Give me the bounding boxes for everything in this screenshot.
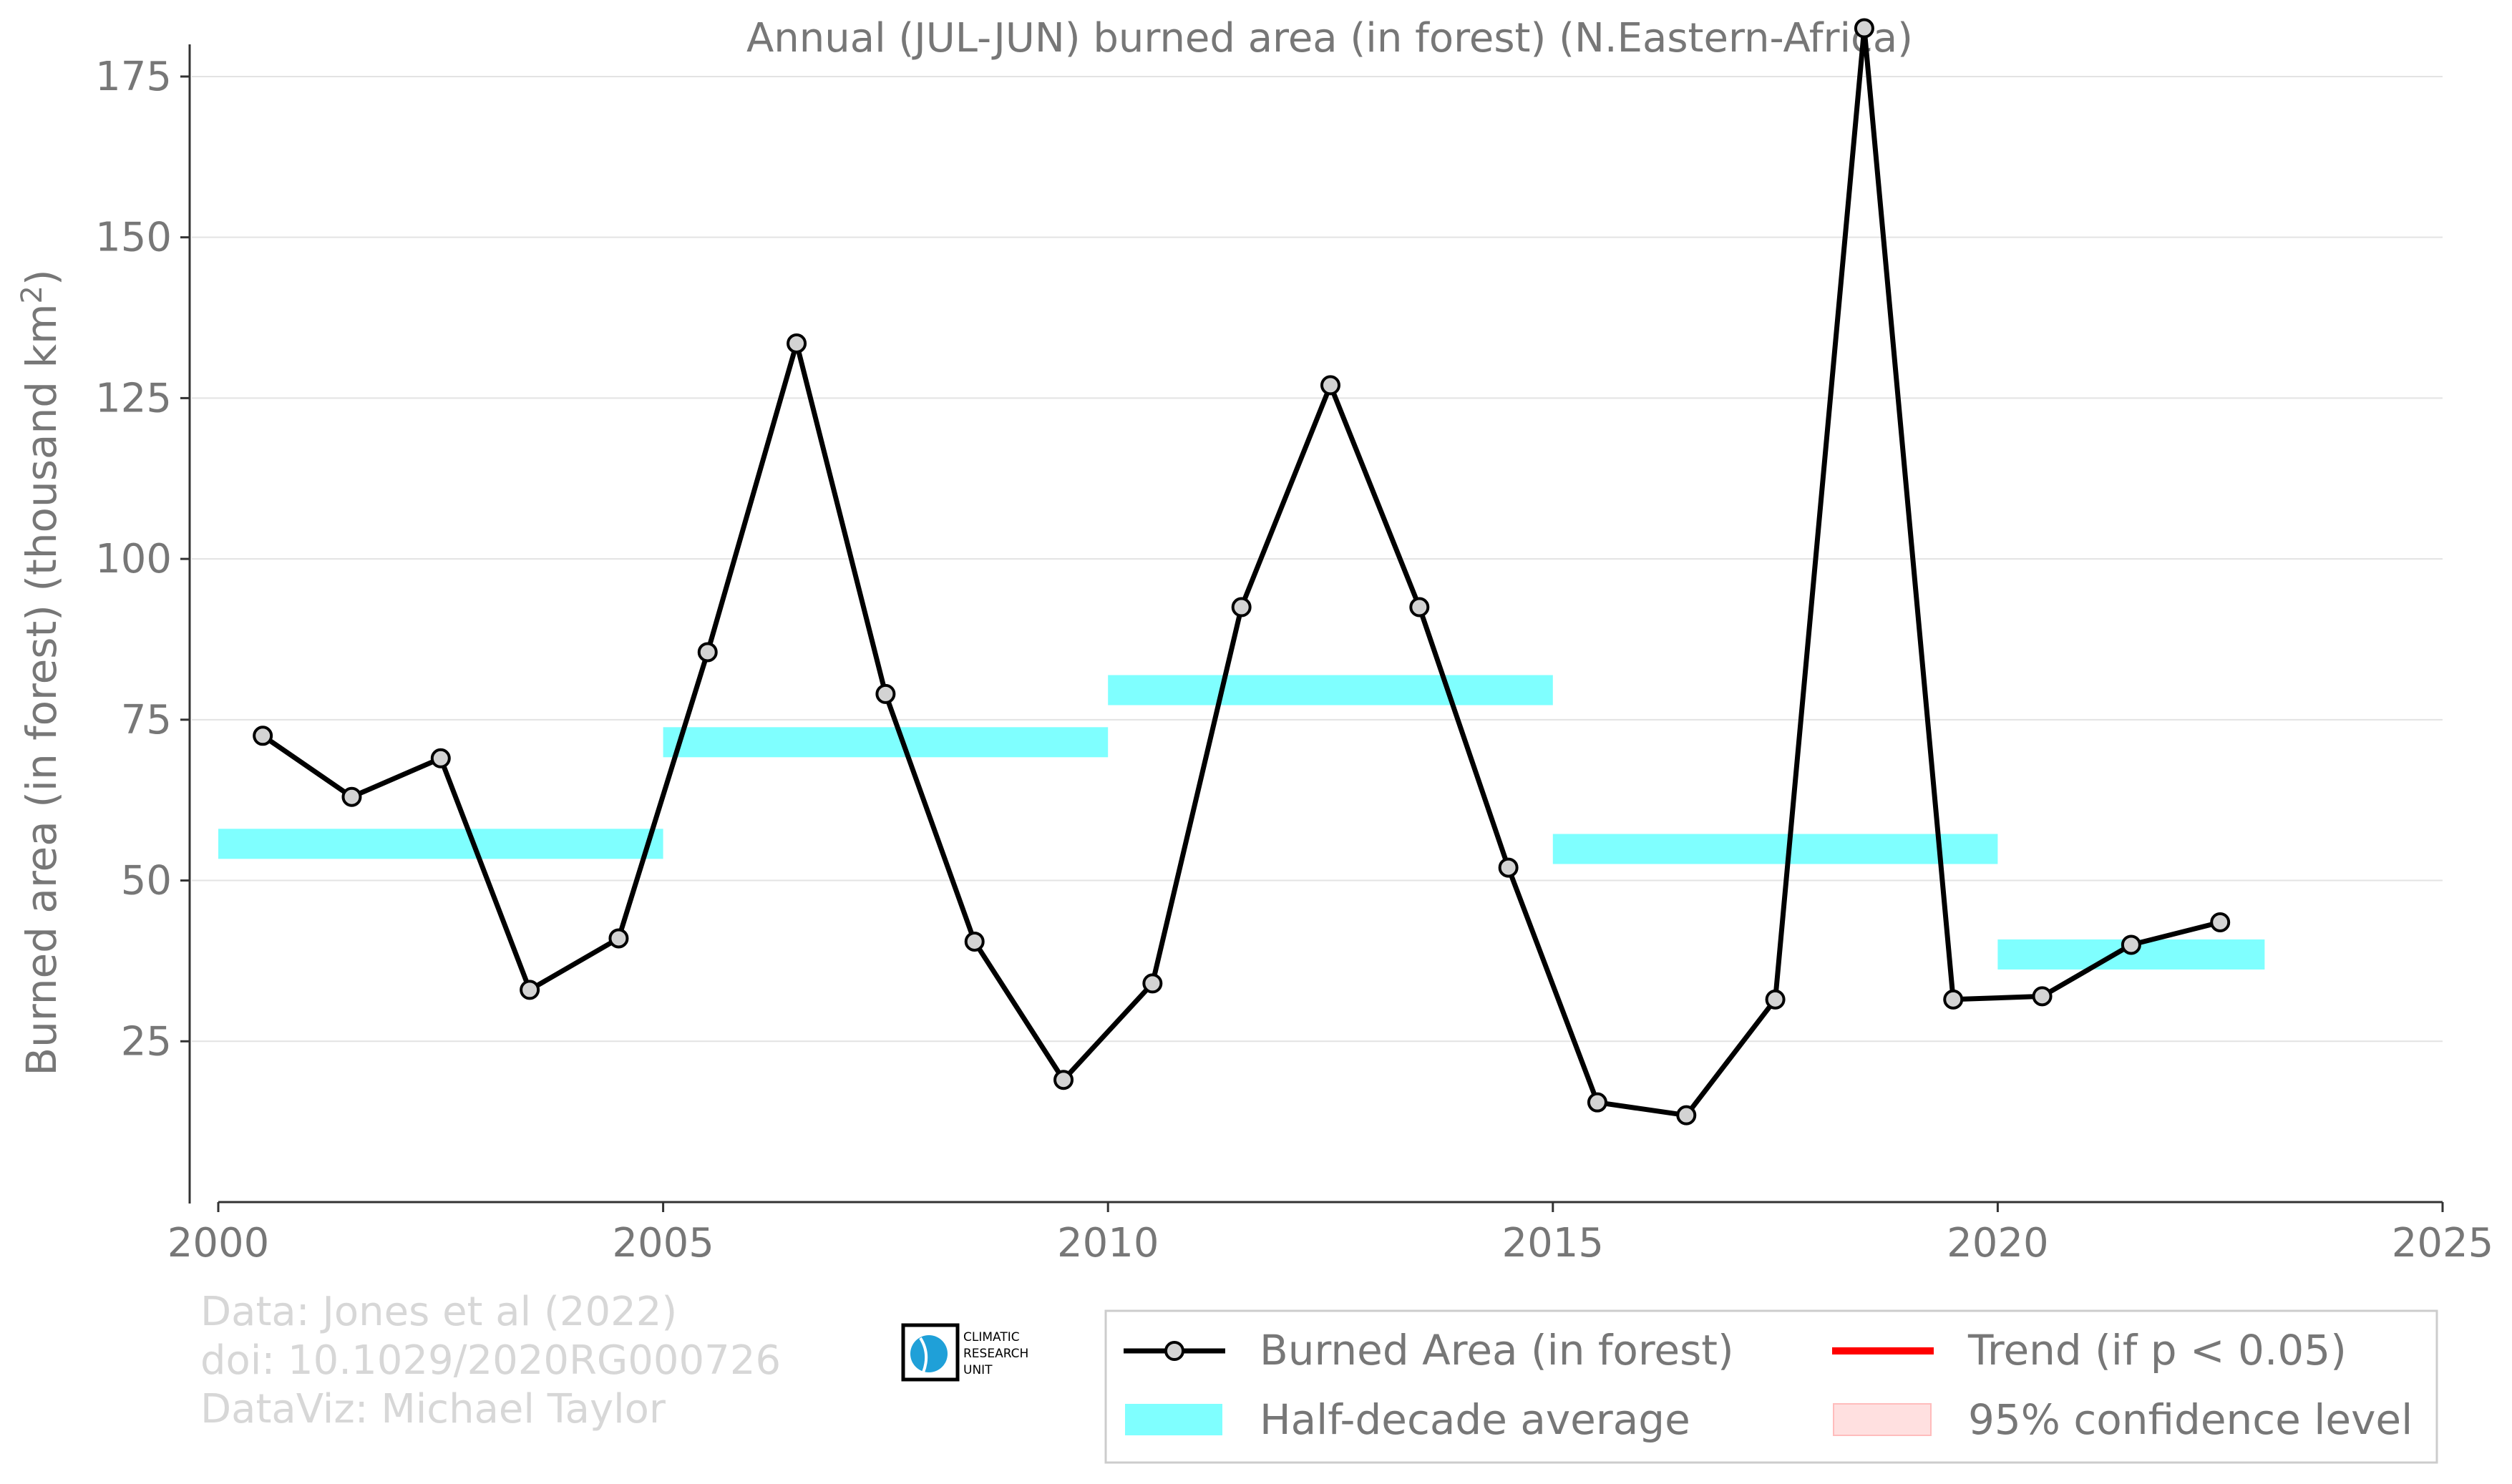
legend-label-trend: Trend (if p < 0.05) bbox=[1967, 1326, 2347, 1375]
logo-text-3: UNIT bbox=[963, 1363, 993, 1377]
data-point-10 bbox=[1142, 973, 1163, 994]
legend-marker-burned-area bbox=[1164, 1341, 1184, 1361]
x-tick-label-2000: 2000 bbox=[167, 1220, 270, 1266]
y-axis-label: Burned area (in forest) (thousand km2) bbox=[16, 269, 66, 1075]
data-point-17 bbox=[1765, 989, 1786, 1010]
credit-dataviz: DataViz: Michael Taylor bbox=[200, 1386, 666, 1432]
x-tick-label-2025: 2025 bbox=[2392, 1220, 2494, 1266]
y-tick-label-125: 125 bbox=[95, 375, 172, 421]
y-tick-label-50: 50 bbox=[121, 858, 172, 904]
data-point-16 bbox=[1676, 1105, 1697, 1126]
x-tick-label-2010: 2010 bbox=[1057, 1220, 1159, 1266]
y-axis-label-close: ) bbox=[17, 269, 66, 285]
data-point-0 bbox=[253, 726, 273, 746]
x-tick-label-2020: 2020 bbox=[1947, 1220, 2049, 1266]
half-decade-bands bbox=[218, 675, 2265, 970]
chart-title: Annual (JUL-JUN) burned area (in forest)… bbox=[746, 15, 1913, 62]
y-tick-label-175: 175 bbox=[95, 54, 172, 100]
data-point-7 bbox=[875, 683, 896, 704]
y-tick-label-25: 25 bbox=[121, 1018, 172, 1065]
grid-lines bbox=[192, 75, 2443, 1043]
legend-label-confidence: 95% confidence level bbox=[1968, 1395, 2413, 1444]
half-decade-band-1 bbox=[663, 727, 1109, 758]
data-point-1 bbox=[341, 786, 362, 807]
data-point-19 bbox=[1943, 989, 1964, 1010]
data-point-9 bbox=[1053, 1070, 1074, 1090]
data-point-4 bbox=[608, 928, 629, 949]
data-point-12 bbox=[1320, 375, 1340, 396]
data-point-15 bbox=[1587, 1092, 1607, 1113]
legend-swatch-half-decade bbox=[1125, 1404, 1222, 1435]
x-tick-label-2005: 2005 bbox=[612, 1220, 714, 1266]
half-decade-band-0 bbox=[218, 829, 663, 859]
credit-data: Data: Jones et al (2022) bbox=[200, 1289, 677, 1335]
logo-frame bbox=[901, 1323, 960, 1382]
credit-doi: doi: 10.1029/2020RG000726 bbox=[200, 1337, 781, 1384]
x-axis-ticks: 2000 2005 2010 2015 2020 2025 bbox=[167, 1202, 2494, 1266]
logo-text-1: CLIMATIC bbox=[963, 1330, 1020, 1344]
data-point-6 bbox=[787, 333, 807, 353]
legend: Burned Area (in forest) Trend (if p < 0.… bbox=[1104, 1309, 2438, 1464]
logo-swirl-icon bbox=[919, 1337, 928, 1373]
half-decade-band-3 bbox=[1552, 834, 1998, 864]
data-point-8 bbox=[964, 931, 985, 952]
y-axis-ticks: 25 50 75 100 125 150 175 bbox=[95, 54, 190, 1065]
data-point-2 bbox=[430, 748, 451, 768]
y-axis-label-main: Burned area (in forest) (thousand km bbox=[17, 303, 66, 1075]
data-point-18 bbox=[1854, 18, 1874, 39]
cru-logo: CLIMATIC RESEARCH UNIT bbox=[901, 1323, 1028, 1382]
y-tick-label-100: 100 bbox=[95, 536, 172, 582]
half-decade-band-2 bbox=[1108, 675, 1553, 706]
data-point-13 bbox=[1409, 597, 1430, 617]
legend-box bbox=[1104, 1309, 2438, 1464]
data-point-11 bbox=[1231, 597, 1252, 617]
data-point-21 bbox=[2121, 934, 2141, 955]
y-tick-label-150: 150 bbox=[95, 215, 172, 261]
legend-label-half-decade: Half-decade average bbox=[1260, 1395, 1690, 1444]
data-point-3 bbox=[520, 980, 540, 1000]
data-point-14 bbox=[1498, 857, 1519, 878]
x-tick-label-2015: 2015 bbox=[1502, 1220, 1605, 1266]
logo-globe-icon bbox=[910, 1335, 948, 1372]
data-point-22 bbox=[2210, 912, 2231, 932]
y-axis-label-superscript: 2 bbox=[16, 285, 49, 303]
series-burned-area bbox=[253, 18, 2231, 1126]
data-point-20 bbox=[2032, 986, 2053, 1007]
logo-text-2: RESEARCH bbox=[963, 1347, 1028, 1361]
legend-label-burned-area: Burned Area (in forest) bbox=[1260, 1326, 1734, 1375]
data-point-5 bbox=[697, 642, 718, 663]
series-line bbox=[261, 26, 2221, 1118]
y-tick-label-75: 75 bbox=[121, 697, 172, 743]
legend-swatch-confidence bbox=[1833, 1403, 1932, 1436]
